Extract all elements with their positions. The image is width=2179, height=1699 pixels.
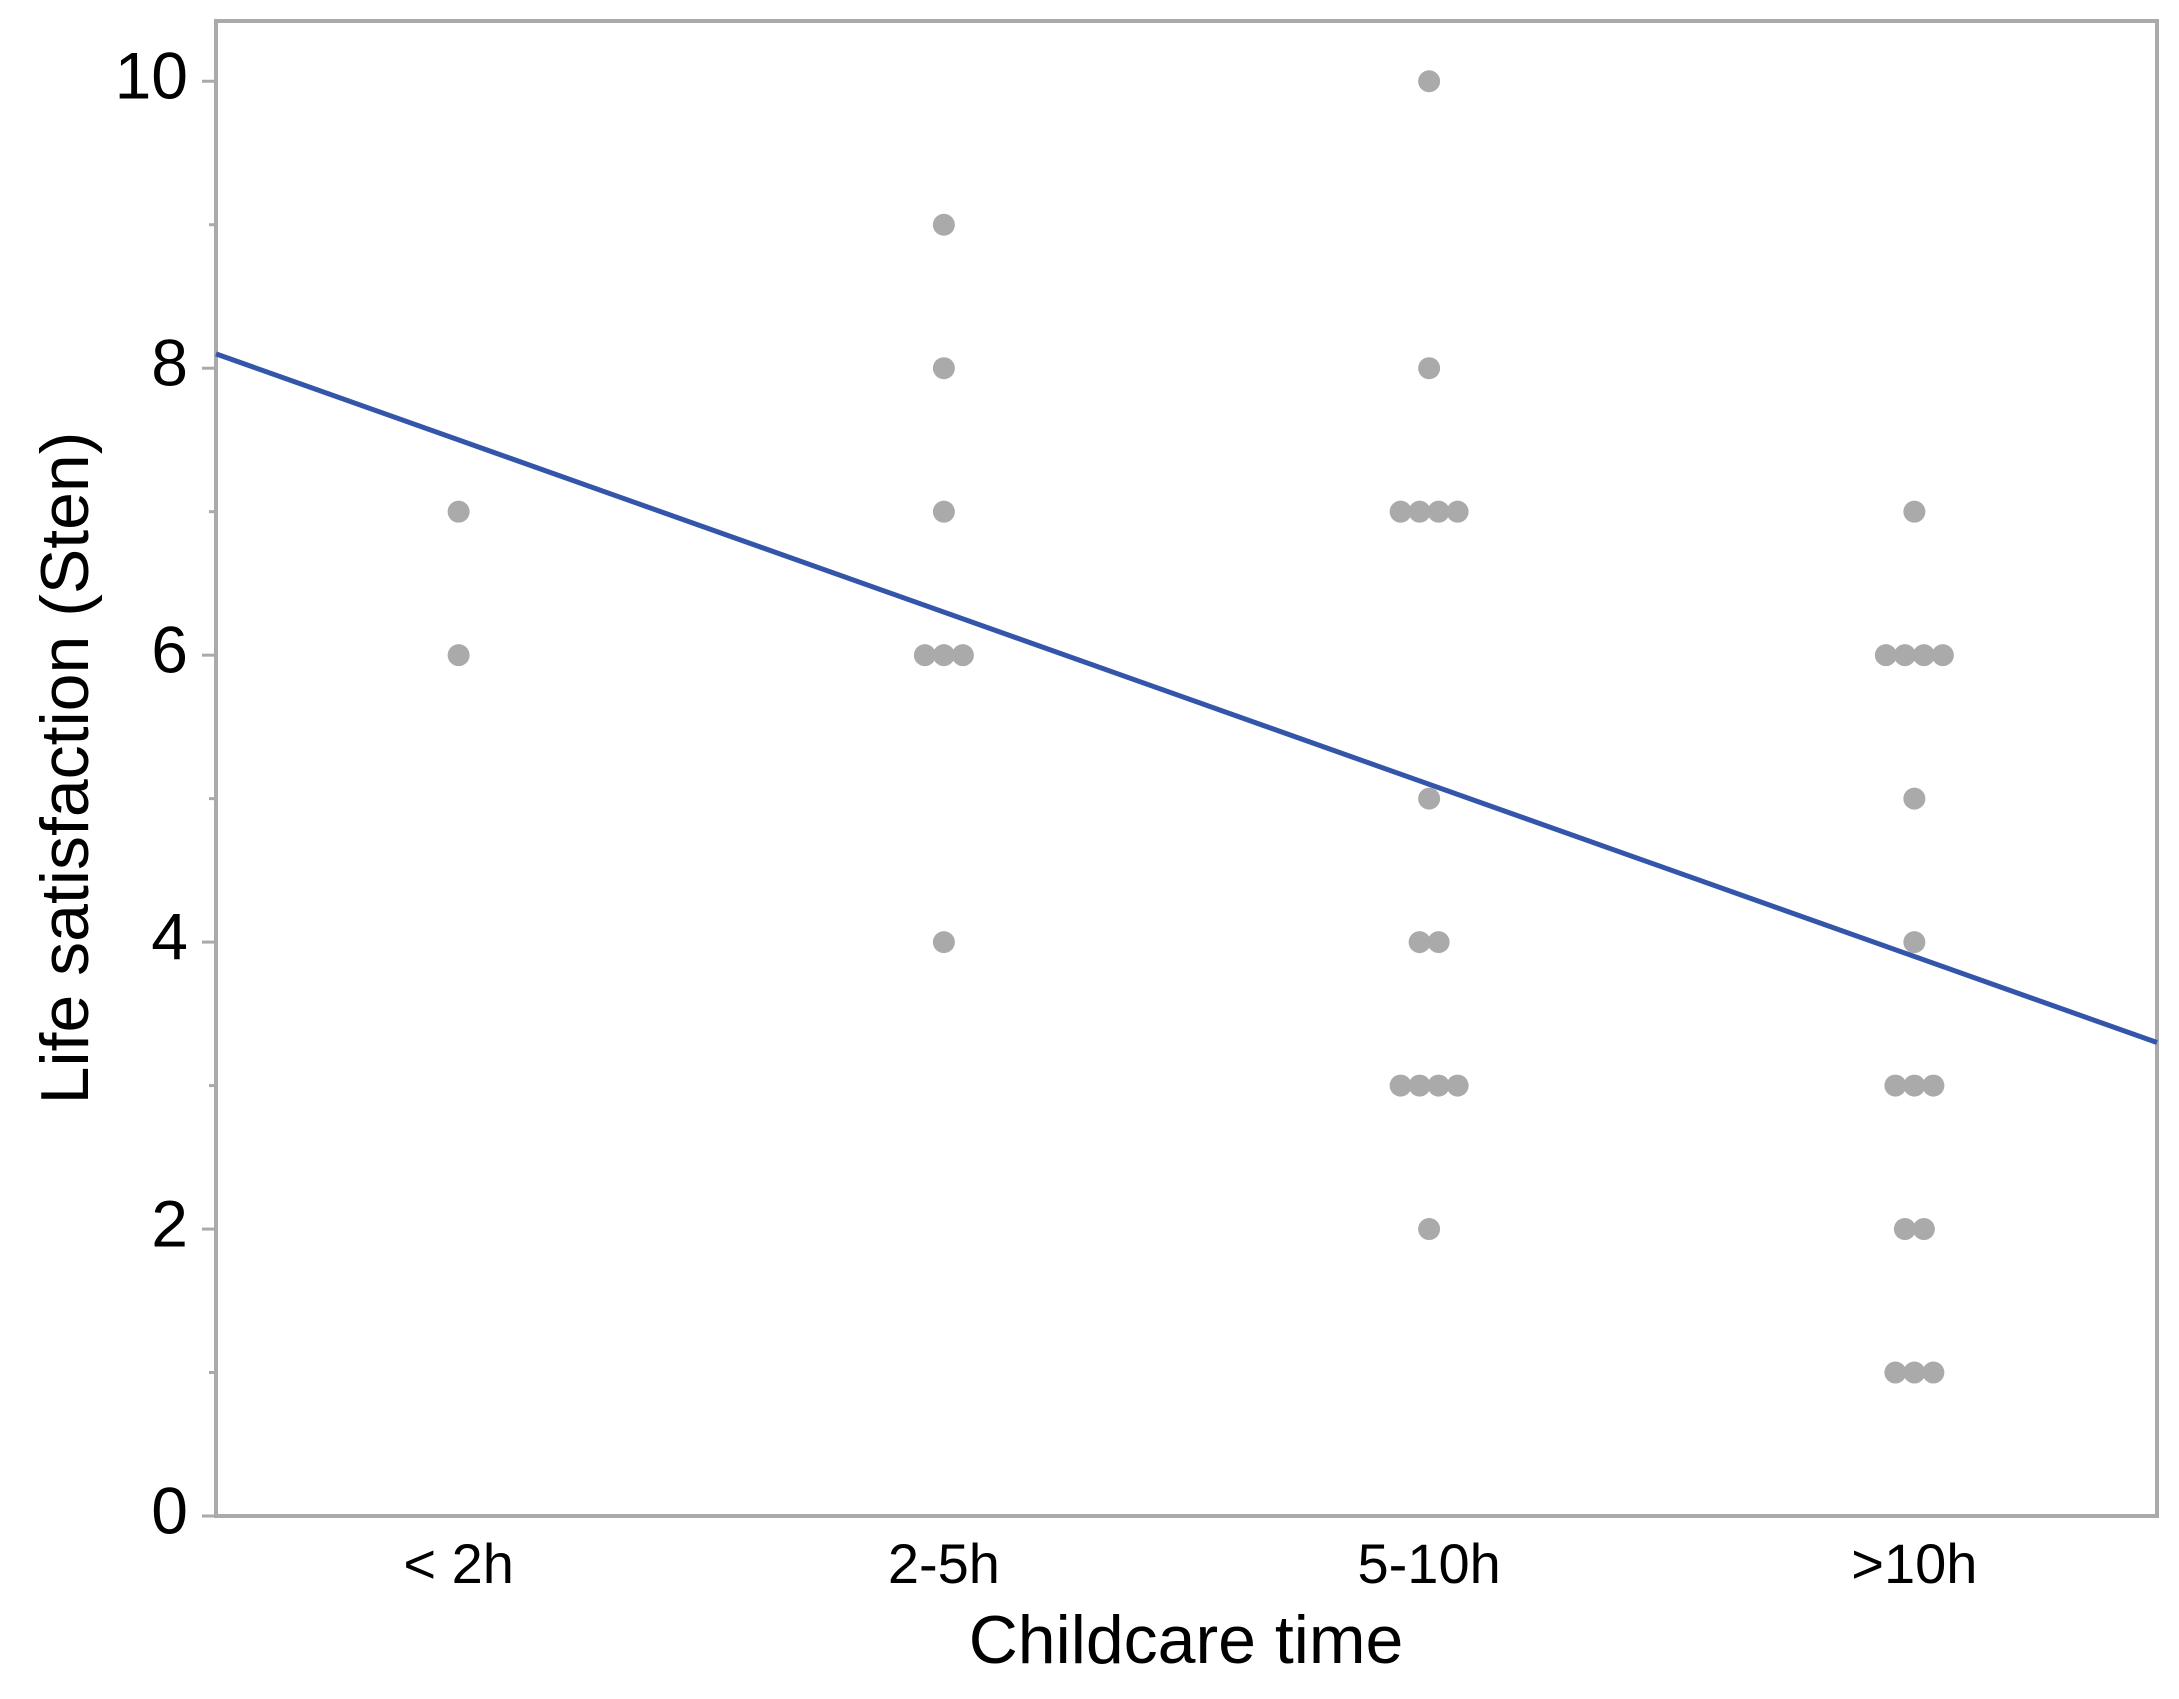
dot	[1922, 1361, 1945, 1384]
dot	[1884, 1361, 1907, 1384]
dot	[1427, 500, 1450, 523]
y-tick-label: 6	[151, 613, 188, 687]
dot	[1903, 787, 1926, 810]
dot	[447, 500, 470, 523]
dot	[1884, 1074, 1907, 1097]
dot	[1418, 1218, 1441, 1241]
dot	[932, 213, 955, 236]
dot	[1427, 931, 1450, 954]
dot	[932, 931, 955, 954]
dot	[1418, 357, 1441, 380]
dot	[913, 644, 936, 667]
dot	[1903, 931, 1926, 954]
dot	[447, 644, 470, 667]
dot	[1446, 500, 1469, 523]
dot	[1893, 644, 1916, 667]
dot	[1903, 1361, 1926, 1384]
dot	[1408, 1074, 1431, 1097]
x-tick-label: 5-10h	[1358, 1532, 1501, 1595]
dot	[1893, 1218, 1916, 1241]
y-tick-label: 2	[151, 1186, 188, 1260]
dot	[1903, 500, 1926, 523]
dot	[1408, 931, 1431, 954]
y-tick-label: 8	[151, 326, 188, 400]
dot	[1389, 500, 1412, 523]
dot	[1418, 70, 1441, 93]
x-tick-label: 2-5h	[888, 1532, 1000, 1595]
dot	[1408, 500, 1431, 523]
x-axis-title: Childcare time	[969, 1602, 1404, 1678]
y-tick-label: 4	[151, 900, 188, 974]
dot	[932, 644, 955, 667]
plot-frame	[214, 19, 2159, 1518]
dot	[1912, 644, 1935, 667]
dot	[932, 500, 955, 523]
x-tick-label: < 2h	[403, 1532, 514, 1595]
dot	[1903, 1074, 1926, 1097]
y-tick-label: 0	[151, 1473, 188, 1547]
dot	[1922, 1074, 1945, 1097]
x-tick-label: >10h	[1851, 1532, 1977, 1595]
dot	[932, 357, 955, 380]
dot	[1912, 1218, 1935, 1241]
dot	[1931, 644, 1954, 667]
dot	[1418, 787, 1441, 810]
dot	[1389, 1074, 1412, 1097]
dot	[1427, 1074, 1450, 1097]
dot	[1446, 1074, 1469, 1097]
dot	[951, 644, 974, 667]
y-axis-title: Life satisfaction (Sten)	[27, 432, 103, 1105]
dot	[1874, 644, 1897, 667]
trend-line	[215, 351, 2158, 1045]
y-tick-label: 10	[115, 39, 188, 113]
